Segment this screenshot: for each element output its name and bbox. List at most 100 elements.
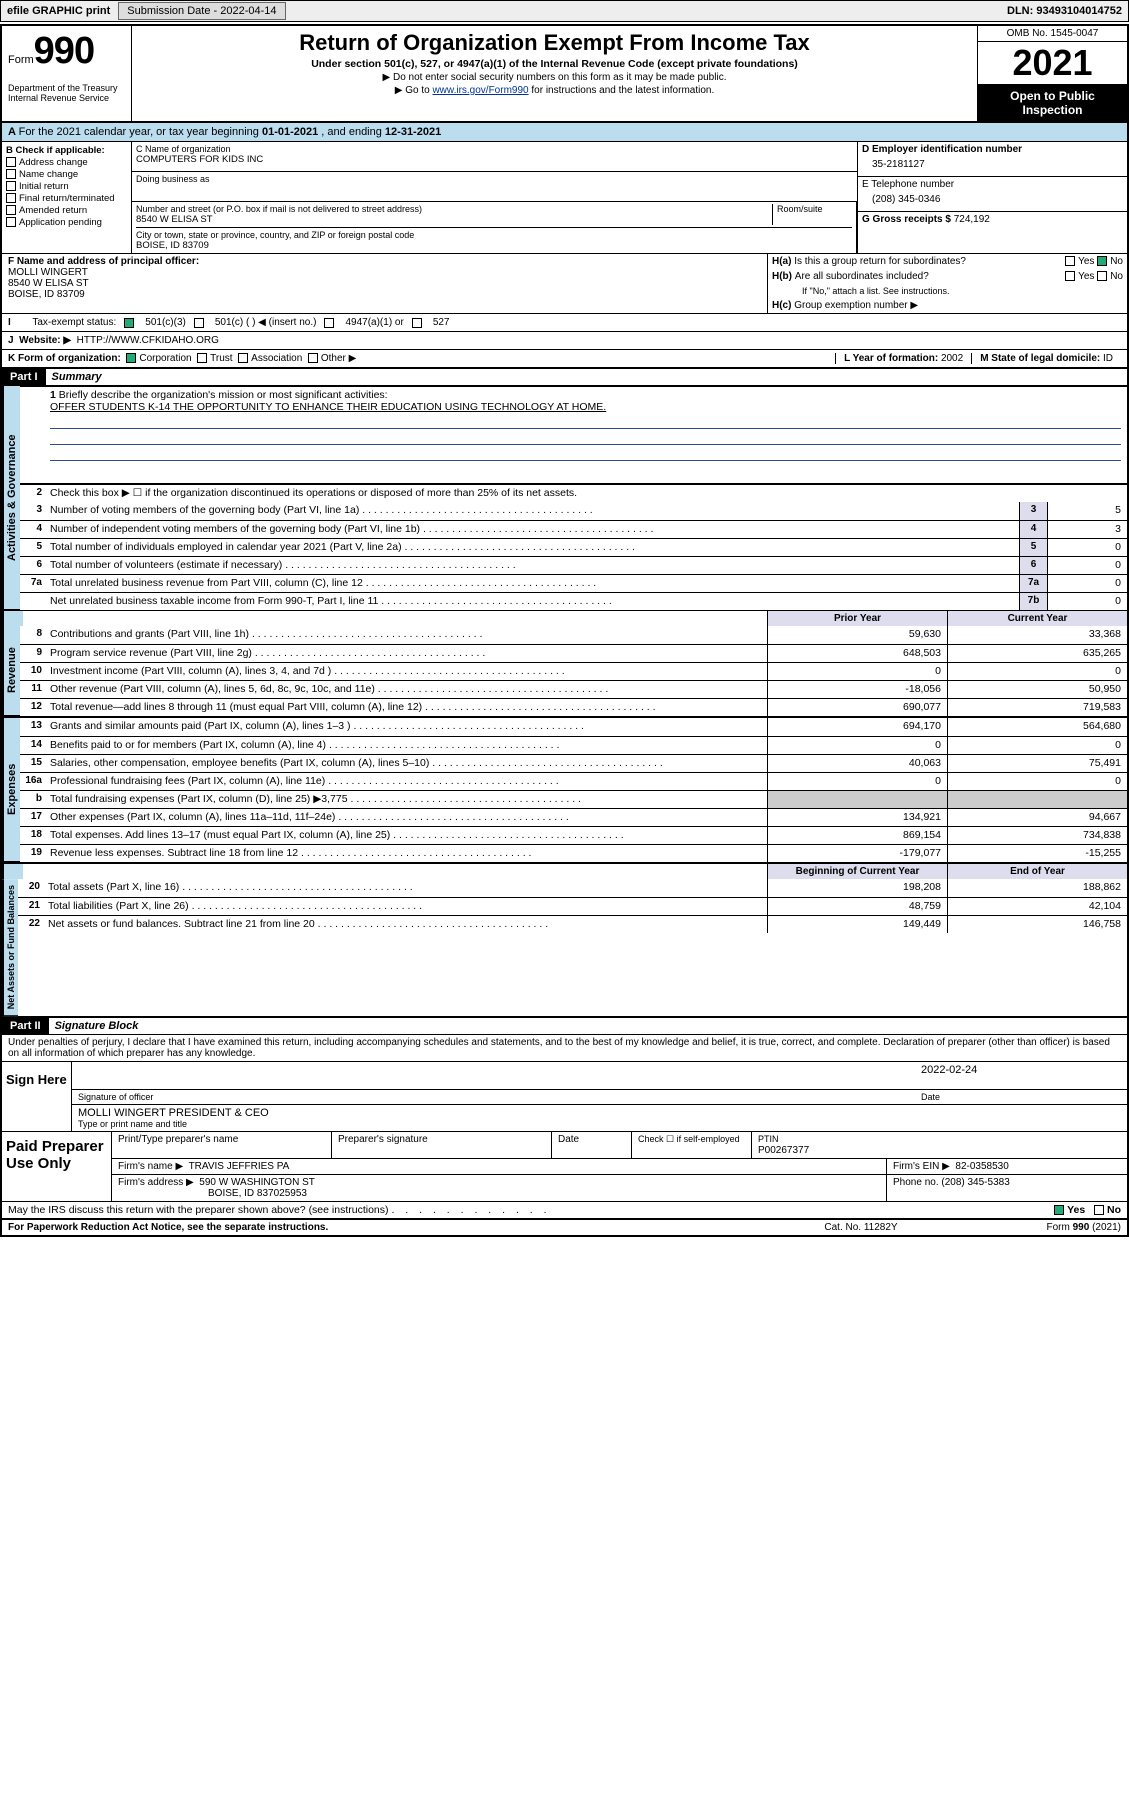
form-subtitle: Under section 501(c), 527, or 4947(a)(1)… bbox=[138, 58, 971, 70]
line-11-text: Other revenue (Part VIII, column (A), li… bbox=[46, 681, 767, 698]
label-ein: D Employer identification number bbox=[862, 144, 1022, 155]
line-7b-num: 7b bbox=[1019, 593, 1047, 610]
chk-association[interactable] bbox=[238, 353, 248, 363]
line-8-prior: 59,630 bbox=[767, 626, 947, 644]
line-5-num: 5 bbox=[1019, 539, 1047, 556]
line-7a-value: 0 bbox=[1047, 575, 1127, 592]
org-name: COMPUTERS FOR KIDS INC bbox=[136, 154, 853, 165]
ein-value: 35-2181127 bbox=[862, 155, 1123, 174]
line-9-current: 635,265 bbox=[947, 645, 1127, 662]
sign-here-label: Sign Here bbox=[2, 1062, 72, 1131]
chk-trust[interactable] bbox=[197, 353, 207, 363]
line-17-text: Other expenses (Part IX, column (A), lin… bbox=[46, 809, 767, 826]
line-3-value: 5 bbox=[1047, 502, 1127, 520]
line-18-prior: 869,154 bbox=[767, 827, 947, 844]
line-21-current: 42,104 bbox=[947, 898, 1127, 915]
chk-discuss-yes[interactable] bbox=[1054, 1205, 1064, 1215]
label-org-name: C Name of organization bbox=[136, 144, 853, 154]
line-5-value: 0 bbox=[1047, 539, 1127, 556]
line-16a-prior: 0 bbox=[767, 773, 947, 790]
line-6-num: 6 bbox=[1019, 557, 1047, 574]
label-preparer-name: Print/Type preparer's name bbox=[112, 1132, 332, 1158]
chk-501c3[interactable] bbox=[124, 318, 134, 328]
line-m-state: M State of legal domicile: ID bbox=[971, 353, 1121, 364]
top-toolbar: efile GRAPHIC print Submission Date - 20… bbox=[0, 0, 1129, 22]
label-street: Number and street (or P.O. box if mail i… bbox=[136, 204, 772, 214]
tab-activities-governance: Activities & Governance bbox=[2, 386, 20, 610]
chk-4947[interactable] bbox=[324, 318, 334, 328]
line-4-value: 3 bbox=[1047, 521, 1127, 538]
section-f-officer: F Name and address of principal officer:… bbox=[2, 254, 767, 313]
line-14-current: 0 bbox=[947, 737, 1127, 754]
line-13-text: Grants and similar amounts paid (Part IX… bbox=[46, 718, 767, 736]
line-14-text: Benefits paid to or for members (Part IX… bbox=[46, 737, 767, 754]
part-ii-header: Part II bbox=[2, 1018, 49, 1034]
chk-initial-return[interactable]: Initial return bbox=[6, 181, 127, 192]
form-header: Form990 Department of the Treasury Inter… bbox=[2, 26, 1127, 123]
line-20-prior: 198,208 bbox=[767, 879, 947, 897]
label-sig-officer: Signature of officer bbox=[78, 1092, 921, 1102]
chk-amended-return[interactable]: Amended return bbox=[6, 205, 127, 216]
chk-corporation[interactable] bbox=[126, 353, 136, 363]
firm-addr1: 590 W WASHINGTON ST bbox=[199, 1177, 315, 1188]
line-14-prior: 0 bbox=[767, 737, 947, 754]
irs-link[interactable]: www.irs.gov/Form990 bbox=[432, 85, 528, 96]
line-22-current: 146,758 bbox=[947, 916, 1127, 933]
line-7a-text: Total unrelated business revenue from Pa… bbox=[46, 575, 1019, 592]
chk-final-return[interactable]: Final return/terminated bbox=[6, 193, 127, 204]
line-13-prior: 694,170 bbox=[767, 718, 947, 736]
line-22-text: Net assets or fund balances. Subtract li… bbox=[44, 916, 767, 933]
label-date: Date bbox=[921, 1092, 1121, 1102]
line-k-form-org: K Form of organization: Corporation Trus… bbox=[8, 353, 835, 364]
org-city: BOISE, ID 83709 bbox=[136, 240, 852, 251]
label-prep-date: Date bbox=[552, 1132, 632, 1158]
line-8-text: Contributions and grants (Part VIII, lin… bbox=[46, 626, 767, 644]
line-13-current: 564,680 bbox=[947, 718, 1127, 736]
label-dba: Doing business as bbox=[136, 174, 853, 184]
label-self-employed: Check ☐ if self-employed bbox=[632, 1132, 752, 1158]
section-h: H(a) Is this a group return for subordin… bbox=[767, 254, 1127, 313]
line-16a-text: Professional fundraising fees (Part IX, … bbox=[46, 773, 767, 790]
line-11-prior: -18,056 bbox=[767, 681, 947, 698]
line-17-current: 94,667 bbox=[947, 809, 1127, 826]
label-typed-name: Type or print name and title bbox=[78, 1119, 1121, 1129]
line-i-tax-exempt: I Tax-exempt status: 501(c)(3) 501(c) ( … bbox=[2, 314, 1127, 332]
label-city: City or town, state or province, country… bbox=[136, 230, 852, 240]
efile-label: efile GRAPHIC print bbox=[1, 5, 116, 17]
chk-other[interactable] bbox=[308, 353, 318, 363]
label-preparer-sig: Preparer's signature bbox=[332, 1132, 552, 1158]
label-gross: G Gross receipts $ bbox=[862, 214, 954, 225]
line-10-current: 0 bbox=[947, 663, 1127, 680]
line-20-current: 188,862 bbox=[947, 879, 1127, 897]
line-7b-value: 0 bbox=[1047, 593, 1127, 610]
sig-date: 2022-02-24 bbox=[921, 1064, 1121, 1087]
line-3-num: 3 bbox=[1019, 502, 1047, 520]
line-12-prior: 690,077 bbox=[767, 699, 947, 716]
chk-hb-yes[interactable] bbox=[1065, 271, 1075, 281]
line-l-year: L Year of formation: 2002 bbox=[835, 353, 971, 364]
chk-address-change[interactable]: Address change bbox=[6, 157, 127, 168]
line-19-prior: -179,077 bbox=[767, 845, 947, 862]
chk-ha-yes[interactable] bbox=[1065, 256, 1075, 266]
line-19-text: Revenue less expenses. Subtract line 18 … bbox=[46, 845, 767, 862]
line-18-text: Total expenses. Add lines 13–17 (must eq… bbox=[46, 827, 767, 844]
line-12-current: 719,583 bbox=[947, 699, 1127, 716]
open-to-public: Open to Public Inspection bbox=[978, 85, 1127, 121]
firm-name: TRAVIS JEFFRIES PA bbox=[189, 1161, 290, 1172]
label-phone: E Telephone number bbox=[862, 179, 954, 190]
label-ptin: PTIN bbox=[758, 1134, 779, 1144]
chk-application-pending[interactable]: Application pending bbox=[6, 217, 127, 228]
line-2: Check this box ▶ ☐ if the organization d… bbox=[46, 485, 1127, 502]
chk-ha-no[interactable] bbox=[1097, 256, 1107, 266]
paid-preparer-label: Paid Preparer Use Only bbox=[2, 1132, 112, 1201]
chk-name-change[interactable]: Name change bbox=[6, 169, 127, 180]
chk-hb-no[interactable] bbox=[1097, 271, 1107, 281]
chk-527[interactable] bbox=[412, 318, 422, 328]
form-word: Form bbox=[8, 54, 34, 66]
tab-revenue: Revenue bbox=[2, 626, 20, 716]
line-18-current: 734,838 bbox=[947, 827, 1127, 844]
chk-discuss-no[interactable] bbox=[1094, 1205, 1104, 1215]
firm-ein: 82-0358530 bbox=[955, 1161, 1008, 1172]
submission-date-btn[interactable]: Submission Date - 2022-04-14 bbox=[118, 2, 285, 20]
chk-501c[interactable] bbox=[194, 318, 204, 328]
